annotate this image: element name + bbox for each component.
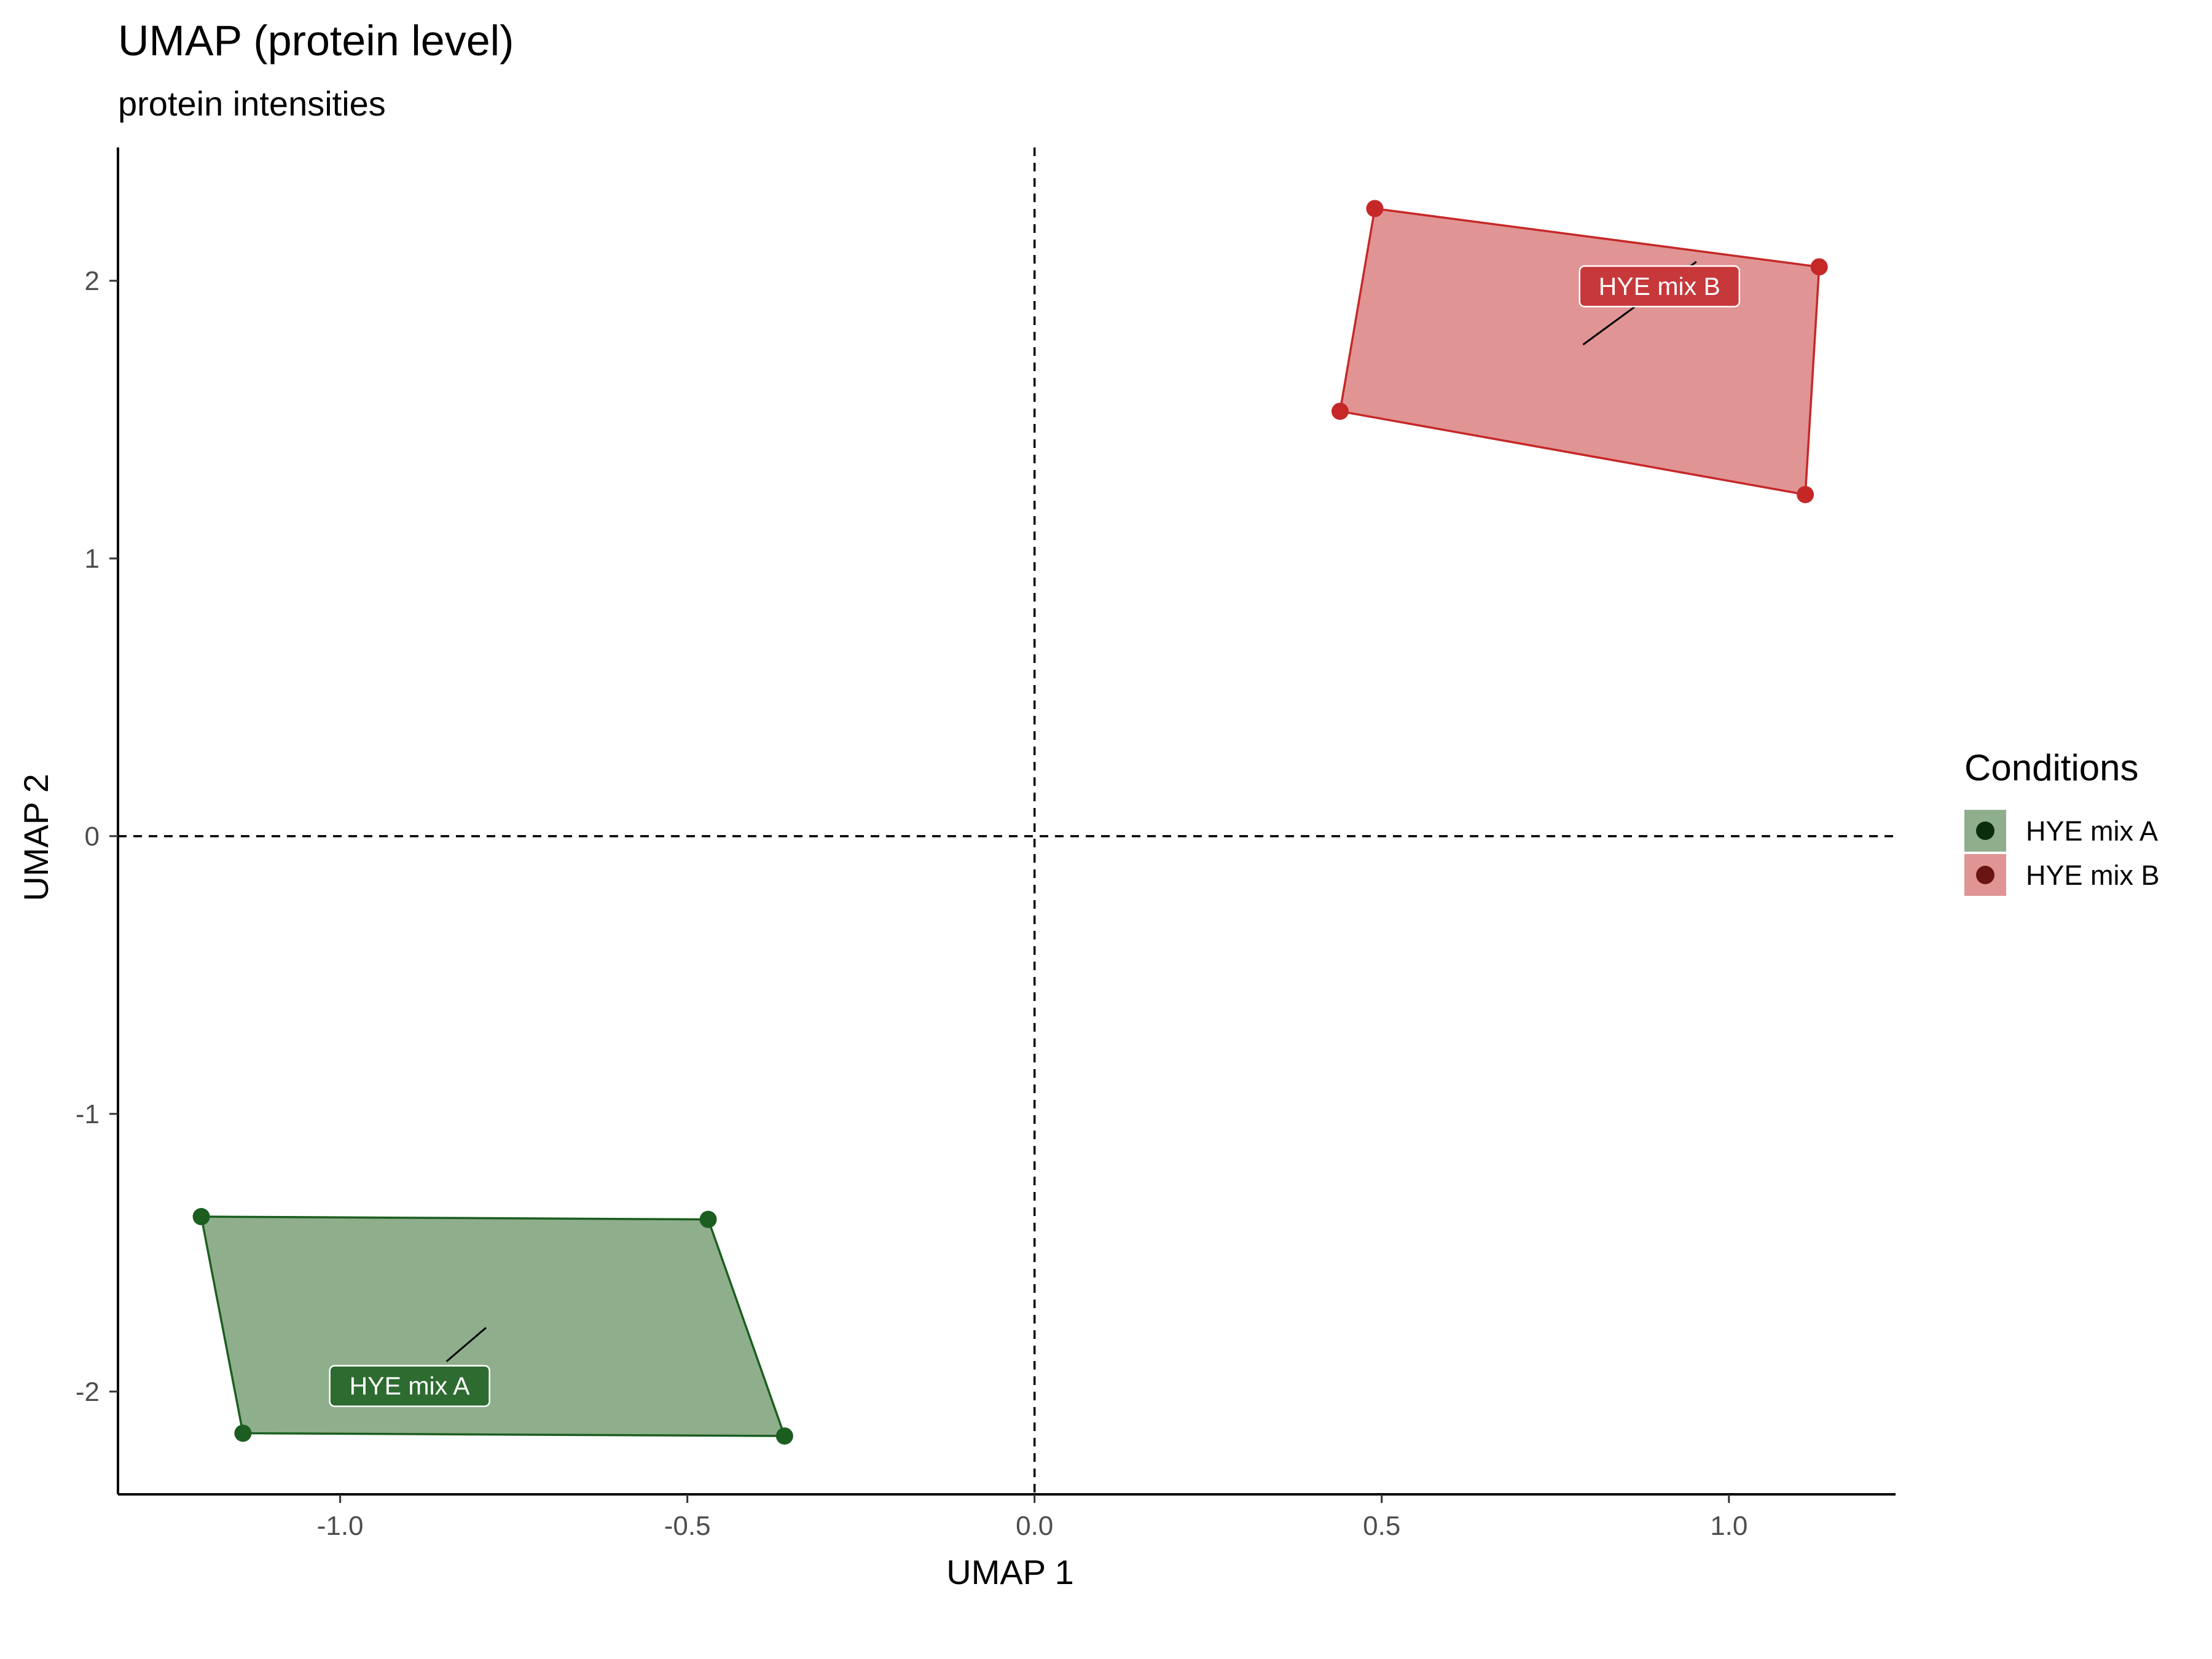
label-box-hye-mix-b [1579,265,1741,308]
legend-item-hye-mix-a: HYE mix A [1964,810,2158,852]
y-tick-label: -2 [76,1377,100,1407]
group-labels: HYE mix A HYE mix B [329,261,1741,1407]
chart-title: UMAP (protein level) [118,17,514,65]
x-axis-title: UMAP 1 [946,1553,1073,1591]
x-tick-label: 0.5 [1363,1511,1400,1541]
point-hye-mix-a-4 [234,1424,252,1442]
legend-dot-hye-mix-b [1976,866,1994,884]
label-text-hye-mix-b: HYE mix B [1599,272,1720,300]
group-hulls [200,207,1821,1437]
chart-subtitle: protein intensities [118,84,386,123]
point-hye-mix-a-1 [192,1208,210,1226]
point-hye-mix-b-4 [1331,402,1349,420]
point-hye-mix-b-2 [1810,258,1828,276]
point-hye-mix-a-2 [699,1210,717,1228]
legend: Conditions HYE mix A HYE mix B [1964,747,2160,896]
legend-item-hye-mix-b: HYE mix B [1964,854,2160,896]
y-tick-label: -1 [76,1099,100,1129]
label-box-hye-mix-a [329,1365,490,1407]
data-points [192,200,1828,1445]
label-hye-mix-b: HYE mix B [1579,261,1741,346]
hull-hye-mix-a [200,1215,786,1437]
legend-label-hye-mix-a: HYE mix A [2026,815,2158,847]
point-hye-mix-b-1 [1366,200,1384,218]
legend-title: Conditions [1964,747,2139,788]
label-leader-hye-mix-a [445,1327,487,1362]
legend-dot-hye-mix-a [1976,822,1994,840]
reference-lines [118,147,1896,1494]
y-tick-label: 0 [85,822,100,852]
label-text-hye-mix-a: HYE mix A [350,1372,471,1400]
x-tick-label: -0.5 [664,1511,711,1541]
y-tick-label: 1 [85,544,100,574]
label-hye-mix-a: HYE mix A [329,1327,490,1407]
x-tick-label: 1.0 [1710,1511,1747,1541]
point-hye-mix-b-3 [1797,485,1814,503]
y-axis-title: UMAP 2 [17,774,55,901]
hull-hye-mix-b [1338,207,1821,496]
point-hye-mix-a-3 [775,1427,793,1445]
legend-label-hye-mix-b: HYE mix B [2026,860,2160,891]
axes [117,147,1896,1496]
y-axis-ticks: -2 -1 0 1 2 [76,266,118,1407]
x-tick-label: 0.0 [1016,1511,1053,1541]
x-axis-ticks: -1.0 -0.5 0.0 0.5 1.0 [317,1494,1747,1541]
y-tick-label: 2 [85,266,100,296]
x-tick-label: -1.0 [317,1511,364,1541]
